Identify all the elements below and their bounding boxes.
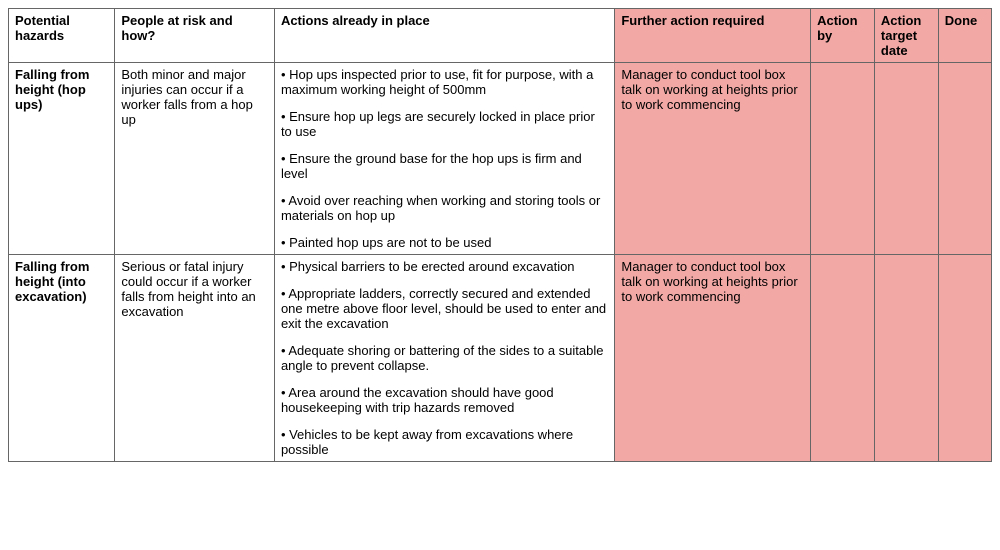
cell-further-action: Manager to conduct tool box talk on work…	[615, 255, 811, 462]
cell-actions-in-place: • Physical barriers to be erected around…	[274, 255, 614, 462]
action-item: • Adequate shoring or battering of the s…	[281, 343, 608, 373]
cell-target-date	[874, 63, 938, 255]
cell-hazard: Falling from height (hop ups)	[9, 63, 115, 255]
cell-further-action: Manager to conduct tool box talk on work…	[615, 63, 811, 255]
col-hazards: Potential hazards	[9, 9, 115, 63]
cell-done	[938, 255, 991, 462]
cell-hazard: Falling from height (into excavation)	[9, 255, 115, 462]
cell-target-date	[874, 255, 938, 462]
col-further-action: Further action required	[615, 9, 811, 63]
risk-assessment-table: Potential hazards People at risk and how…	[8, 8, 992, 462]
action-item: • Physical barriers to be erected around…	[281, 259, 608, 274]
table-body: Falling from height (hop ups)Both minor …	[9, 63, 992, 462]
action-item: • Vehicles to be kept away from excavati…	[281, 427, 608, 457]
actions-list: • Hop ups inspected prior to use, fit fo…	[281, 67, 608, 250]
cell-action-by	[811, 255, 875, 462]
cell-risk: Both minor and major injuries can occur …	[115, 63, 275, 255]
action-item: • Ensure hop up legs are securely locked…	[281, 109, 608, 139]
action-item: • Avoid over reaching when working and s…	[281, 193, 608, 223]
table-row: Falling from height (into excavation)Ser…	[9, 255, 992, 462]
col-action-target-date: Action target date	[874, 9, 938, 63]
col-action-by: Action by	[811, 9, 875, 63]
cell-risk: Serious or fatal injury could occur if a…	[115, 255, 275, 462]
table-row: Falling from height (hop ups)Both minor …	[9, 63, 992, 255]
action-item: • Appropriate ladders, correctly secured…	[281, 286, 608, 331]
actions-list: • Physical barriers to be erected around…	[281, 259, 608, 457]
table-header: Potential hazards People at risk and how…	[9, 9, 992, 63]
action-item: • Hop ups inspected prior to use, fit fo…	[281, 67, 608, 97]
action-item: • Ensure the ground base for the hop ups…	[281, 151, 608, 181]
cell-action-by	[811, 63, 875, 255]
cell-actions-in-place: • Hop ups inspected prior to use, fit fo…	[274, 63, 614, 255]
col-actions-in-place: Actions already in place	[274, 9, 614, 63]
col-done: Done	[938, 9, 991, 63]
col-people-risk: People at risk and how?	[115, 9, 275, 63]
cell-done	[938, 63, 991, 255]
action-item: • Painted hop ups are not to be used	[281, 235, 608, 250]
action-item: • Area around the excavation should have…	[281, 385, 608, 415]
